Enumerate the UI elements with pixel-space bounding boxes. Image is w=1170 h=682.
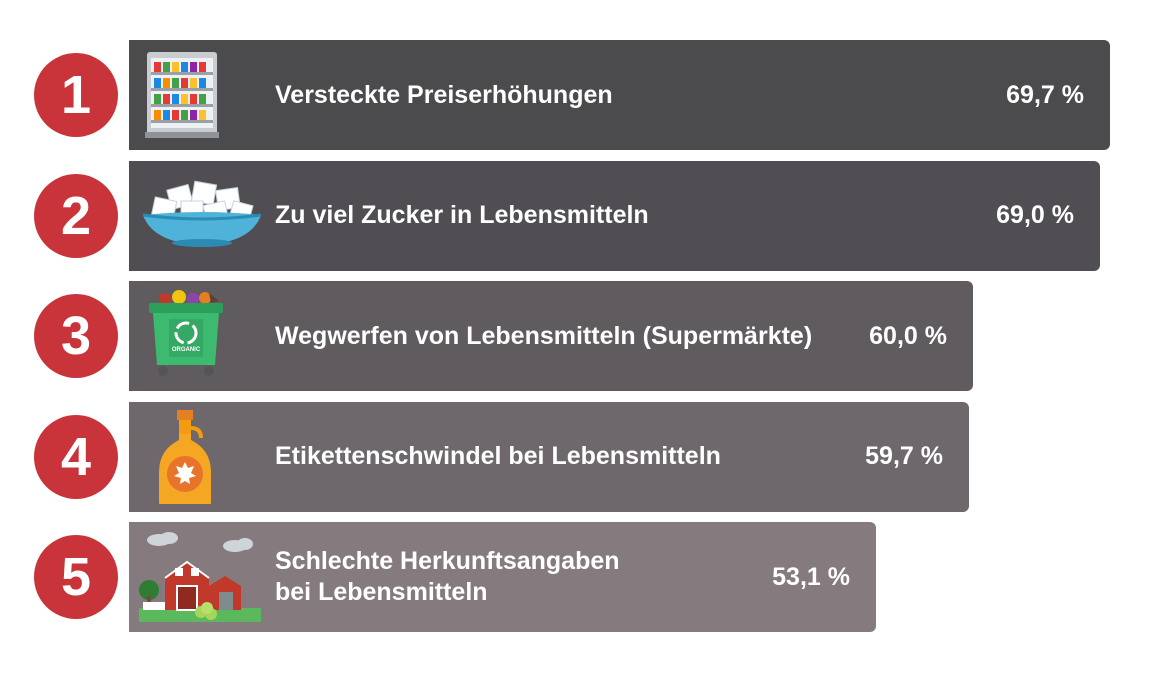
- rank-badge: 3: [34, 294, 118, 378]
- chart-bar: Schlechte Herkunftsangaben bei Lebensmit…: [129, 522, 876, 632]
- chart-row: ORGANIC Wegwerfen von Lebensmitteln (Sup…: [0, 281, 1170, 391]
- category-label: Wegwerfen von Lebensmitteln (Supermärkte…: [275, 321, 813, 350]
- rank-badge: 2: [34, 173, 118, 258]
- rank-badge: 1: [34, 53, 118, 137]
- rank-badge: 4: [34, 414, 118, 499]
- value-label: 59,7 %: [865, 442, 943, 470]
- category-label: Schlechte Herkunftsangaben bei Lebensmit…: [275, 547, 620, 606]
- category-label: Versteckte Preiserhöhungen: [275, 80, 613, 109]
- chart-row: Schlechte Herkunftsangaben bei Lebensmit…: [0, 522, 1170, 632]
- organic-bin-icon: ORGANIC: [149, 290, 223, 376]
- chart-bar: ORGANIC Wegwerfen von Lebensmitteln (Sup…: [129, 281, 973, 391]
- value-label: 53,1 %: [772, 562, 850, 591]
- rank-badge: 5: [34, 535, 118, 619]
- category-label: Zu viel Zucker in Lebensmitteln: [275, 201, 649, 229]
- svg-text:ORGANIC: ORGANIC: [172, 347, 201, 353]
- chart-row: Versteckte Preiserhöhungen 69,7 % 1: [0, 40, 1170, 150]
- chart-row: Etikettenschwindel bei Lebensmitteln 59,7…: [0, 401, 1170, 512]
- category-label: Etikettenschwindel bei Lebensmitteln: [275, 442, 721, 470]
- value-label: 60,0 %: [869, 321, 947, 350]
- chart-row: Zu viel Zucker in Lebensmitteln 69,0 % 2: [0, 160, 1170, 271]
- supermarket-shelf-icon: [145, 52, 219, 138]
- maple-syrup-bottle-icon: [159, 409, 211, 504]
- chart-bar: Etikettenschwindel bei Lebensmitteln 59,7…: [129, 401, 969, 512]
- farm-barn-icon: [139, 532, 261, 622]
- chart-bar: Zu viel Zucker in Lebensmitteln 69,0 %: [129, 160, 1100, 271]
- sugar-bowl-icon: [142, 180, 262, 247]
- value-label: 69,7 %: [1006, 80, 1084, 109]
- chart-bar: Versteckte Preiserhöhungen 69,7 %: [129, 40, 1110, 150]
- value-label: 69,0 %: [996, 201, 1074, 229]
